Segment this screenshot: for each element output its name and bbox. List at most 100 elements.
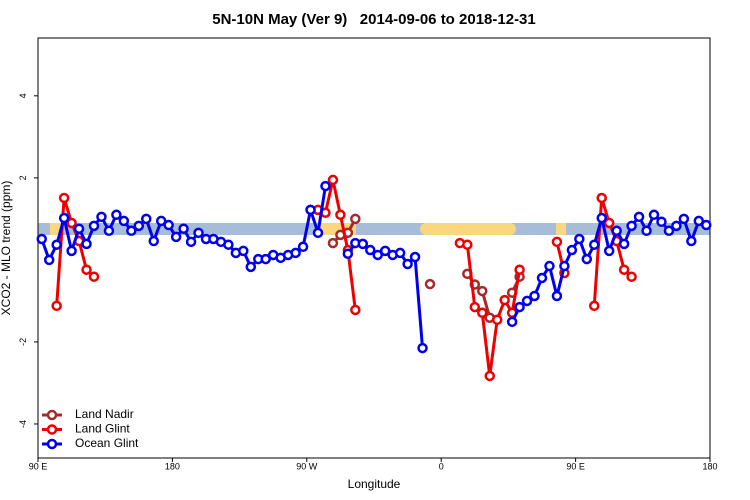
data-point — [417, 342, 428, 354]
y-tick-label: -4 — [18, 420, 28, 428]
legend-label: Land Glint — [75, 422, 130, 436]
data-point — [372, 249, 383, 261]
data-point — [170, 231, 182, 243]
data-point — [245, 261, 257, 273]
data-point — [193, 227, 204, 239]
data-point — [350, 213, 361, 225]
data-point — [297, 241, 309, 253]
data-point — [51, 300, 62, 312]
data-point — [36, 233, 47, 245]
data-point — [551, 236, 563, 248]
x-tick-label: 90 E — [29, 461, 48, 471]
data-point — [633, 211, 645, 223]
data-point — [574, 233, 585, 245]
data-point — [350, 304, 361, 316]
x-tick-label: 180 — [702, 461, 717, 471]
data-point — [96, 211, 107, 223]
y-tick-label: -2 — [18, 338, 28, 346]
chart-title: 5N-10N May (Ver 9) 2014-09-06 to 2018-12… — [212, 11, 536, 28]
data-point — [43, 254, 55, 266]
y-tick-label: 2 — [18, 175, 28, 180]
data-point — [409, 251, 421, 263]
data-point — [648, 209, 660, 221]
data-point — [327, 174, 339, 186]
legend-marker — [46, 438, 58, 450]
data-point — [701, 219, 712, 231]
data-point — [155, 215, 167, 227]
data-point — [290, 247, 301, 259]
data-point — [111, 209, 122, 221]
data-point — [73, 223, 85, 234]
data-point — [499, 294, 510, 306]
ocean-band — [38, 223, 710, 235]
data-point — [589, 239, 600, 250]
y-axis-label: XCO2 - MLO trend (ppm) — [0, 181, 13, 316]
data-point — [327, 237, 339, 249]
legend-marker — [46, 409, 58, 421]
x-tick-label: 90 W — [296, 461, 318, 471]
data-point — [671, 220, 682, 232]
data-point — [118, 215, 130, 227]
data-point — [544, 260, 555, 272]
data-point — [238, 245, 249, 257]
data-point — [618, 238, 630, 250]
data-point — [469, 301, 481, 313]
legend-label: Land Nadir — [75, 407, 134, 421]
data-point — [686, 235, 697, 247]
data-point — [514, 301, 525, 313]
data-point — [514, 264, 525, 275]
data-point — [536, 272, 548, 284]
data-point — [693, 215, 705, 227]
data-point — [424, 278, 436, 290]
data-point — [678, 213, 690, 225]
data-point — [163, 219, 174, 231]
data-point — [379, 245, 391, 257]
data-point — [491, 314, 503, 326]
data-point — [148, 235, 159, 247]
surface-band — [38, 223, 710, 235]
land-band — [420, 223, 516, 235]
data-point — [626, 271, 637, 282]
y-tick-label: 4 — [18, 93, 28, 98]
plot-frame — [37, 37, 711, 459]
data-point — [506, 316, 518, 328]
data-point — [320, 180, 331, 192]
data-point — [58, 192, 70, 204]
legend-marker — [46, 424, 58, 435]
data-point — [559, 260, 570, 272]
data-point — [521, 295, 533, 307]
data-point — [656, 216, 667, 227]
data-point — [484, 370, 495, 382]
data-point — [618, 264, 630, 275]
data-point — [402, 258, 413, 270]
legend-label: Ocean Glint — [75, 436, 139, 450]
data-point — [551, 290, 563, 302]
data-point — [342, 248, 354, 259]
data-point — [596, 192, 607, 204]
data-point — [641, 225, 652, 237]
data-point — [477, 307, 488, 319]
data-point — [312, 227, 324, 239]
data-point — [126, 225, 137, 237]
data-point — [81, 238, 92, 250]
data-point — [335, 209, 346, 221]
data-point — [394, 247, 406, 259]
data-point — [103, 225, 115, 237]
data-point — [477, 285, 488, 297]
data-point — [663, 225, 675, 237]
data-point — [357, 238, 369, 250]
data-point — [529, 290, 540, 302]
data-point — [58, 212, 70, 224]
data-point — [596, 212, 607, 224]
x-tick-label: 0 — [439, 461, 444, 471]
data-point — [603, 245, 615, 257]
data-point — [178, 223, 189, 234]
land-band — [556, 223, 566, 235]
data-point — [66, 245, 77, 257]
data-point — [305, 204, 316, 216]
data-point — [88, 271, 100, 282]
data-point — [185, 236, 197, 248]
data-point — [589, 300, 600, 312]
